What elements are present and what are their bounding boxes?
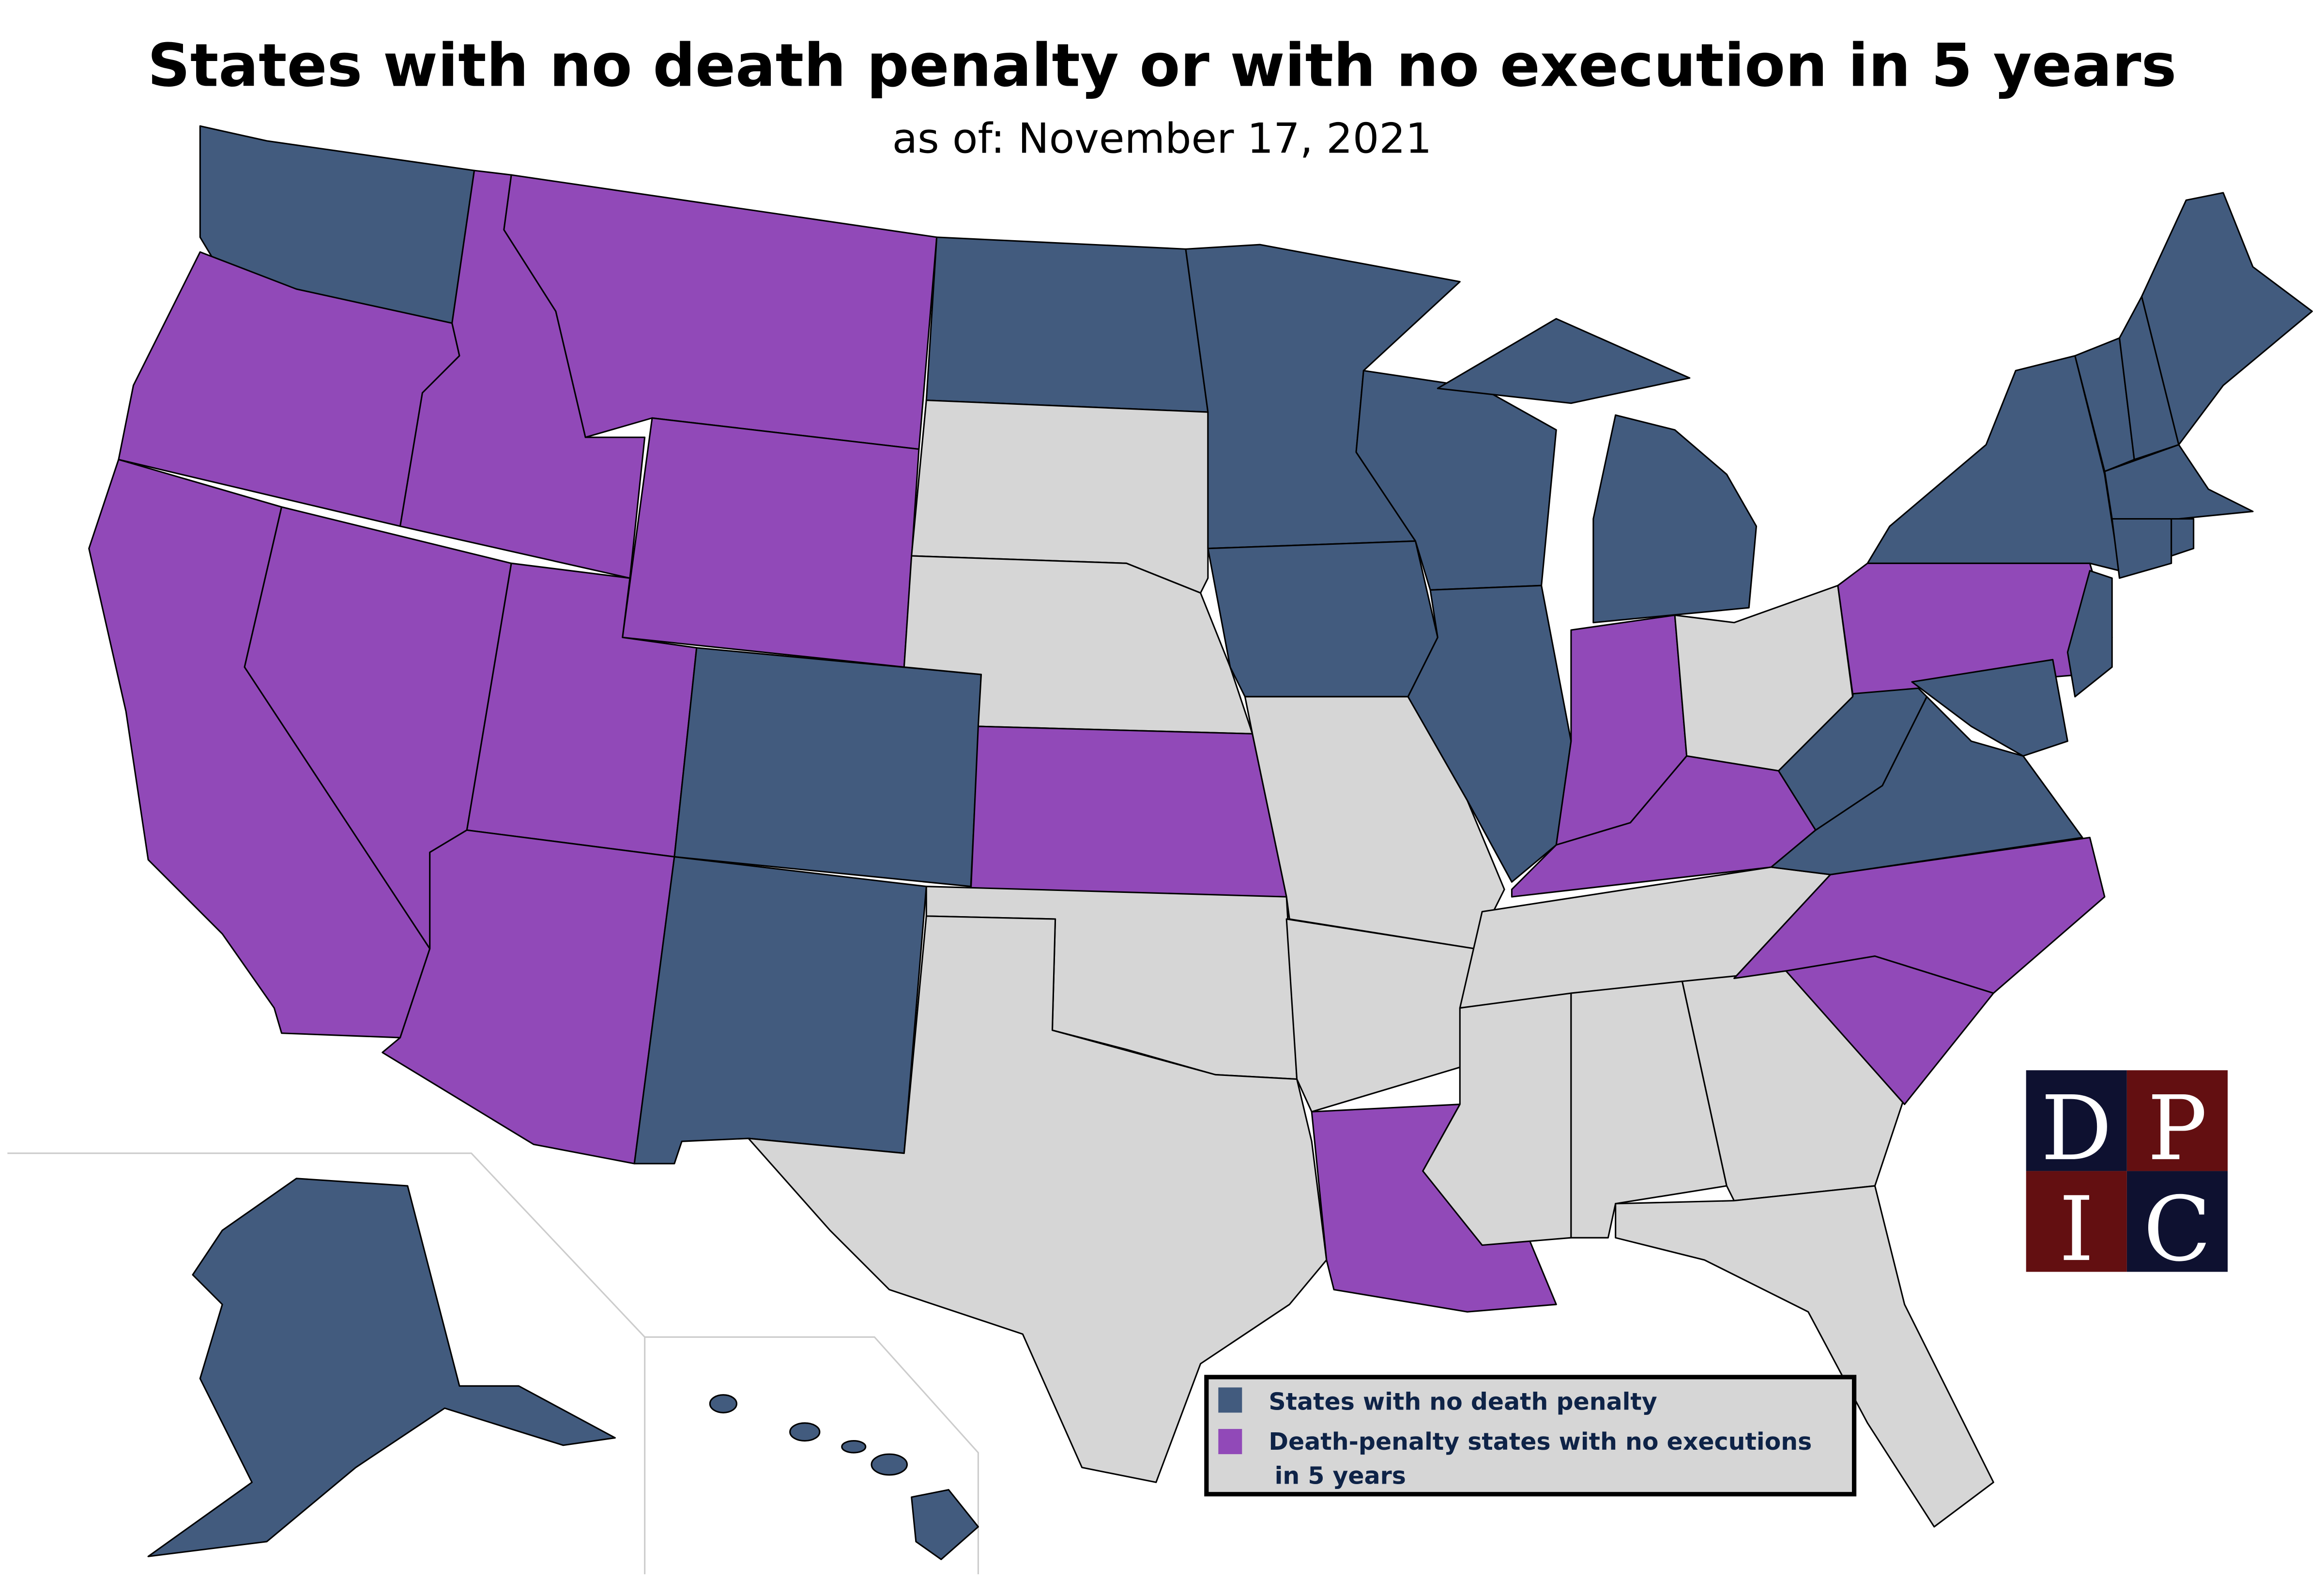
- state-rhode-island: [2171, 518, 2195, 557]
- state-texas: [748, 915, 1328, 1483]
- states: [88, 125, 2313, 1560]
- state-alaska: [147, 1178, 616, 1557]
- legend-label-no-executions-line2: in 5 years: [1275, 1462, 1406, 1489]
- svg-text:C: C: [2143, 1178, 2212, 1281]
- legend-label-no-executions: Death-penalty states with no executions: [1269, 1428, 1812, 1456]
- state-north-dakota: [925, 236, 1209, 413]
- page-title: States with no death penalty or with no …: [148, 31, 2177, 100]
- dpic-logo: D P I C: [2026, 1070, 2228, 1281]
- state-new-york: [1866, 355, 2121, 572]
- legend-box: [1204, 1375, 1857, 1497]
- svg-text:I: I: [2059, 1178, 2094, 1281]
- state-wyoming: [622, 417, 920, 668]
- state-arkansas: [1285, 918, 1476, 1113]
- state-michigan-lower: [1592, 414, 1758, 624]
- alaska-inset-border: [7, 1152, 646, 1575]
- state-new-mexico: [633, 856, 927, 1165]
- legend-label-no-death-penalty: States with no death penalty: [1269, 1388, 1657, 1415]
- legend: States with no death penalty Death-penal…: [1204, 1375, 1857, 1497]
- state-iowa: [1207, 540, 1438, 698]
- state-florida: [1615, 1185, 1994, 1528]
- state-colorado: [673, 647, 982, 888]
- svg-text:P: P: [2147, 1077, 2207, 1181]
- state-kansas: [970, 725, 1287, 898]
- hawaii-inset-border: [644, 1336, 979, 1575]
- state-new-jersey: [2066, 570, 2113, 698]
- page-subtitle: as of: November 17, 2021: [892, 114, 1432, 163]
- svg-text:D: D: [2041, 1077, 2112, 1181]
- state-maryland-delaware: [1911, 659, 2068, 757]
- state-michigan-upper: [1437, 318, 1691, 404]
- state-maine: [2141, 192, 2313, 445]
- legend-swatch-no-executions: [1218, 1429, 1242, 1455]
- state-connecticut: [2111, 518, 2172, 579]
- state-illinois: [1407, 584, 1572, 883]
- state-hawaii: [709, 1394, 979, 1560]
- legend-swatch-no-death-penalty: [1218, 1387, 1242, 1413]
